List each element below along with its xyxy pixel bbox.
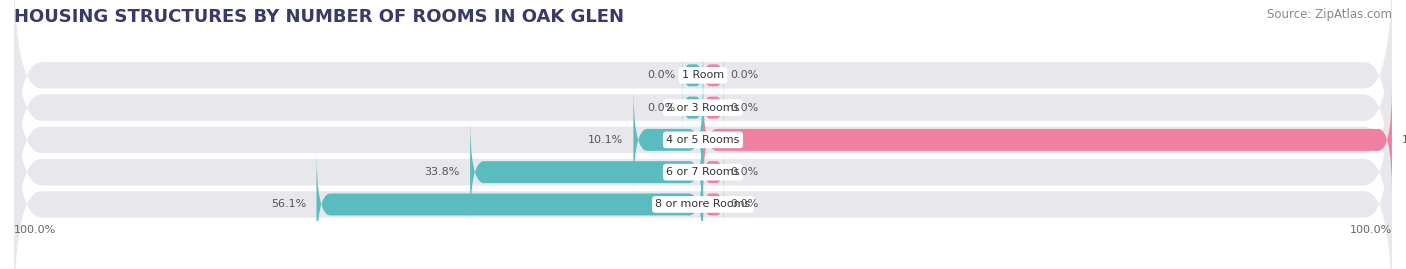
Text: 100.0%: 100.0%: [1350, 225, 1392, 235]
FancyBboxPatch shape: [14, 24, 1392, 256]
FancyBboxPatch shape: [14, 89, 1392, 269]
Text: 6 or 7 Rooms: 6 or 7 Rooms: [666, 167, 740, 177]
Text: HOUSING STRUCTURES BY NUMBER OF ROOMS IN OAK GLEN: HOUSING STRUCTURES BY NUMBER OF ROOMS IN…: [14, 8, 624, 26]
FancyBboxPatch shape: [682, 54, 703, 97]
Text: 4 or 5 Rooms: 4 or 5 Rooms: [666, 135, 740, 145]
Text: 33.8%: 33.8%: [425, 167, 460, 177]
FancyBboxPatch shape: [470, 119, 703, 226]
Text: 0.0%: 0.0%: [647, 102, 675, 113]
FancyBboxPatch shape: [316, 151, 703, 258]
Text: 1 Room: 1 Room: [682, 70, 724, 80]
Text: 100.0%: 100.0%: [14, 225, 56, 235]
FancyBboxPatch shape: [14, 0, 1392, 191]
Text: 0.0%: 0.0%: [647, 70, 675, 80]
FancyBboxPatch shape: [703, 86, 724, 129]
Text: 0.0%: 0.0%: [731, 167, 759, 177]
FancyBboxPatch shape: [14, 0, 1392, 224]
Text: 10.1%: 10.1%: [588, 135, 623, 145]
FancyBboxPatch shape: [14, 56, 1392, 269]
FancyBboxPatch shape: [703, 151, 724, 193]
Text: 8 or more Rooms: 8 or more Rooms: [655, 199, 751, 210]
Text: 56.1%: 56.1%: [271, 199, 307, 210]
Text: 2 or 3 Rooms: 2 or 3 Rooms: [666, 102, 740, 113]
Text: 0.0%: 0.0%: [731, 70, 759, 80]
Text: Source: ZipAtlas.com: Source: ZipAtlas.com: [1267, 8, 1392, 21]
FancyBboxPatch shape: [634, 86, 703, 193]
FancyBboxPatch shape: [703, 86, 1392, 193]
Text: 0.0%: 0.0%: [731, 199, 759, 210]
Text: 100.0%: 100.0%: [1402, 135, 1406, 145]
FancyBboxPatch shape: [703, 183, 724, 226]
FancyBboxPatch shape: [703, 54, 724, 97]
Text: 0.0%: 0.0%: [731, 102, 759, 113]
FancyBboxPatch shape: [682, 86, 703, 129]
